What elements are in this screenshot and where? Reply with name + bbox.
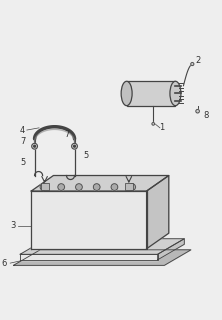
Circle shape: [32, 143, 38, 149]
Circle shape: [191, 62, 194, 66]
Polygon shape: [158, 239, 184, 260]
Ellipse shape: [170, 81, 181, 106]
Text: 8: 8: [203, 111, 208, 120]
Text: 2: 2: [196, 56, 201, 65]
Circle shape: [111, 184, 118, 190]
Text: 4: 4: [19, 125, 25, 134]
Text: 5: 5: [83, 151, 89, 160]
Circle shape: [40, 184, 47, 190]
Bar: [127, 81, 175, 106]
Circle shape: [76, 184, 82, 190]
Circle shape: [93, 184, 100, 190]
Text: 5: 5: [20, 158, 26, 167]
Circle shape: [129, 184, 135, 190]
Circle shape: [152, 123, 155, 125]
Polygon shape: [14, 250, 191, 265]
Text: 7: 7: [65, 130, 70, 139]
Text: 1: 1: [159, 123, 165, 132]
Circle shape: [58, 184, 65, 190]
Bar: [125, 183, 133, 190]
Polygon shape: [31, 191, 147, 249]
Polygon shape: [20, 239, 184, 254]
Polygon shape: [20, 254, 158, 260]
Text: 3: 3: [10, 221, 16, 230]
Polygon shape: [147, 176, 169, 249]
Circle shape: [72, 143, 77, 149]
Polygon shape: [31, 176, 169, 191]
Bar: [41, 183, 49, 190]
Ellipse shape: [121, 81, 132, 106]
Text: 6: 6: [2, 259, 7, 268]
Circle shape: [196, 109, 199, 113]
Circle shape: [34, 145, 36, 147]
Text: 7: 7: [20, 137, 26, 146]
Circle shape: [74, 145, 75, 147]
